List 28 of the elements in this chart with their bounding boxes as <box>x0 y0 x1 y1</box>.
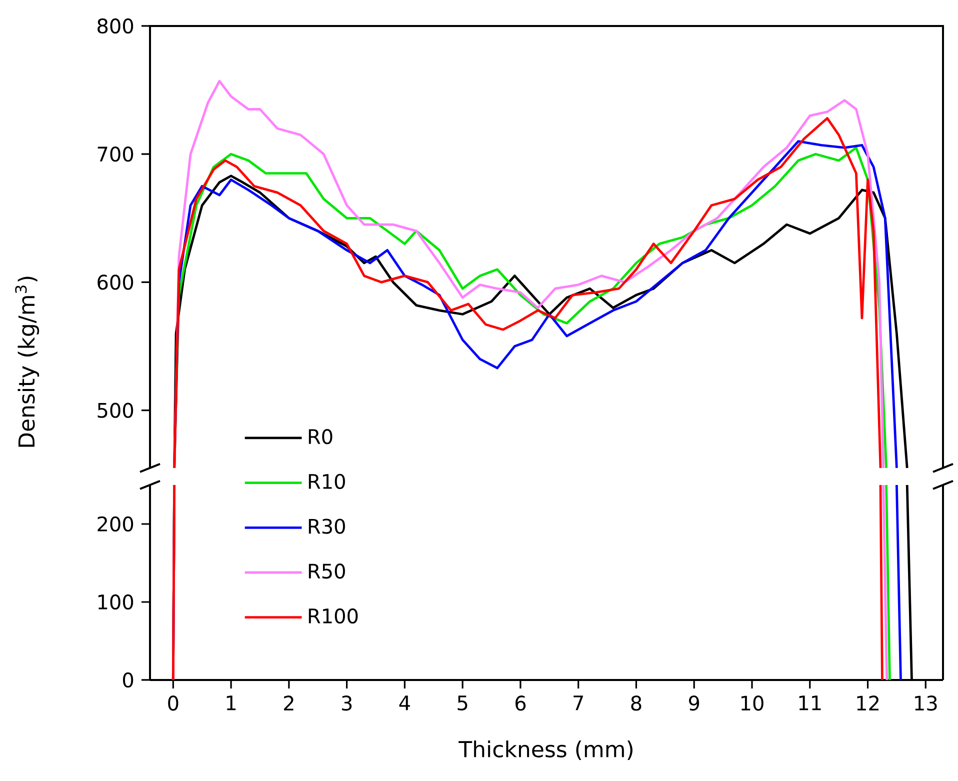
x-tick-label: 3 <box>342 696 352 711</box>
x-tick-label: 1 <box>226 696 236 710</box>
x-tick-label: 4 <box>399 696 410 710</box>
y-axis-title: Density (kg/m$^{3}$) <box>15 276 40 447</box>
y-tick-label: 800 <box>98 18 134 34</box>
legend-label: R0 <box>308 429 332 444</box>
legend-label: R30 <box>308 518 345 534</box>
y-tick-label: 500 <box>98 402 134 418</box>
legend-label: R10 <box>308 474 345 490</box>
x-tick-label: 5 <box>458 696 468 710</box>
x-tick-label: 6 <box>516 696 526 711</box>
x-tick-label: 9 <box>689 696 700 711</box>
x-tick-label: 13 <box>915 696 937 711</box>
y-tick-label: 0 <box>122 672 134 688</box>
x-tick-label: 11 <box>799 696 821 710</box>
y-tick-label: 200 <box>98 516 134 532</box>
legend-label: R100 <box>308 608 358 624</box>
x-axis-title: Thickness (mm) <box>458 740 632 760</box>
x-tick-label: 7 <box>574 696 583 710</box>
x-tick-label: 0 <box>168 696 178 711</box>
y-tick-label: 100 <box>98 594 134 610</box>
x-tick-label: 10 <box>741 696 764 711</box>
y-tick-label: 700 <box>98 146 134 162</box>
x-tick-label: 2 <box>284 696 294 710</box>
legend-label: R50 <box>308 564 345 579</box>
y-tick-label: 600 <box>98 274 134 290</box>
x-tick-label: 8 <box>631 696 642 711</box>
x-tick-label: 12 <box>857 696 878 710</box>
